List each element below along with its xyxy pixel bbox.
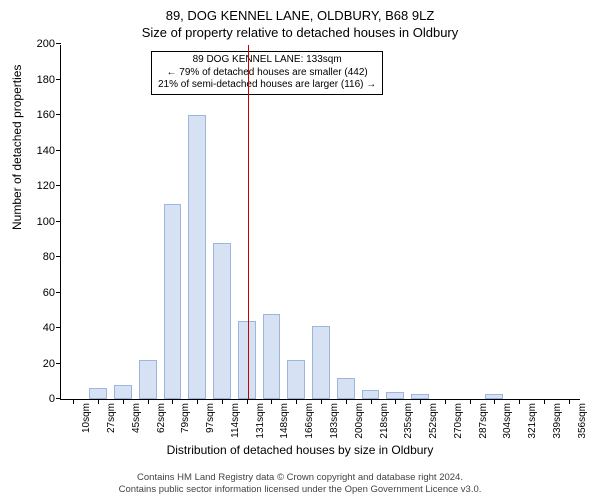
y-tick-label: 160 — [37, 109, 61, 121]
x-tick-label: 304sqm — [502, 403, 513, 439]
annotation-box: 89 DOG KENNEL LANE: 133sqm ← 79% of deta… — [151, 51, 383, 95]
histogram-bar — [312, 326, 330, 399]
x-tick-label: 62sqm — [156, 403, 167, 433]
x-tick-mark — [321, 399, 322, 404]
x-tick-label: 235sqm — [403, 403, 414, 439]
x-tick-label: 218sqm — [379, 403, 390, 439]
histogram-bar — [139, 360, 157, 399]
y-tick-mark — [56, 150, 61, 151]
histogram-bar — [238, 321, 256, 399]
y-tick-mark — [56, 43, 61, 44]
y-tick-mark — [56, 327, 61, 328]
x-tick-label: 114sqm — [230, 403, 241, 438]
annotation-line-3: 21% of semi-detached houses are larger (… — [158, 79, 376, 92]
y-tick-mark — [56, 256, 61, 257]
x-tick-mark — [494, 399, 495, 404]
annotation-line-2: ← 79% of detached houses are smaller (44… — [158, 67, 376, 80]
x-tick-mark — [470, 399, 471, 404]
y-tick-mark — [56, 114, 61, 115]
footer-line-1: Contains HM Land Registry data © Crown c… — [0, 472, 600, 484]
y-tick-label: 200 — [37, 38, 61, 50]
y-tick-label: 20 — [43, 358, 61, 370]
y-tick-label: 60 — [43, 287, 61, 299]
plot-area: 89 DOG KENNEL LANE: 133sqm ← 79% of deta… — [60, 45, 580, 400]
histogram-bar — [287, 360, 305, 399]
x-tick-label: 252sqm — [428, 403, 439, 439]
x-tick-mark — [395, 399, 396, 404]
x-axis-label: Distribution of detached houses by size … — [0, 443, 600, 457]
histogram-bar — [213, 243, 231, 399]
x-tick-label: 27sqm — [106, 403, 117, 433]
histogram-bar — [386, 392, 404, 399]
x-tick-mark — [73, 399, 74, 404]
x-tick-label: 10sqm — [81, 403, 92, 433]
histogram-bar — [114, 385, 132, 399]
y-tick-mark — [56, 79, 61, 80]
x-tick-mark — [247, 399, 248, 404]
x-tick-mark — [569, 399, 570, 404]
x-tick-label: 79sqm — [180, 403, 191, 433]
x-tick-label: 287sqm — [478, 403, 489, 439]
x-tick-mark — [123, 399, 124, 404]
chart-container: 89, DOG KENNEL LANE, OLDBURY, B68 9LZ Si… — [0, 0, 600, 500]
x-tick-label: 321sqm — [527, 403, 538, 439]
x-tick-label: 339sqm — [552, 403, 563, 439]
x-tick-mark — [148, 399, 149, 404]
y-tick-label: 40 — [43, 322, 61, 334]
histogram-bar — [263, 314, 281, 399]
annotation-line-1: 89 DOG KENNEL LANE: 133sqm — [158, 54, 376, 67]
x-tick-label: 183sqm — [329, 403, 340, 439]
x-tick-label: 148sqm — [279, 403, 290, 439]
y-tick-mark — [56, 292, 61, 293]
y-tick-label: 180 — [37, 74, 61, 86]
footer-line-2: Contains public sector information licen… — [0, 484, 600, 496]
histogram-bar — [164, 204, 182, 399]
y-tick-mark — [56, 363, 61, 364]
x-tick-label: 166sqm — [304, 403, 315, 439]
chart-title-sub: Size of property relative to detached ho… — [0, 25, 600, 40]
x-tick-mark — [197, 399, 198, 404]
x-tick-mark — [445, 399, 446, 404]
x-tick-label: 200sqm — [354, 403, 365, 439]
y-tick-label: 0 — [49, 393, 61, 405]
x-tick-mark — [371, 399, 372, 404]
x-tick-mark — [271, 399, 272, 404]
x-tick-label: 356sqm — [577, 403, 588, 439]
histogram-bar — [362, 390, 380, 399]
x-tick-mark — [544, 399, 545, 404]
x-tick-label: 131sqm — [255, 403, 266, 439]
reference-line — [248, 45, 249, 399]
x-tick-label: 270sqm — [453, 403, 464, 439]
y-tick-mark — [56, 221, 61, 222]
x-tick-label: 45sqm — [131, 403, 142, 433]
chart-title-main: 89, DOG KENNEL LANE, OLDBURY, B68 9LZ — [0, 8, 600, 23]
histogram-bar — [89, 388, 107, 399]
footer-attribution: Contains HM Land Registry data © Crown c… — [0, 472, 600, 496]
x-tick-mark — [346, 399, 347, 404]
x-tick-mark — [519, 399, 520, 404]
y-tick-label: 100 — [37, 216, 61, 228]
y-tick-mark — [56, 398, 61, 399]
x-tick-mark — [98, 399, 99, 404]
histogram-bar — [188, 115, 206, 399]
y-axis-label: Number of detached properties — [10, 65, 24, 230]
y-tick-label: 80 — [43, 251, 61, 263]
x-tick-label: 97sqm — [205, 403, 216, 433]
histogram-bar — [337, 378, 355, 399]
y-tick-label: 120 — [37, 180, 61, 192]
y-tick-mark — [56, 185, 61, 186]
x-tick-mark — [420, 399, 421, 404]
y-tick-label: 140 — [37, 145, 61, 157]
x-tick-mark — [172, 399, 173, 404]
x-tick-mark — [296, 399, 297, 404]
x-tick-mark — [222, 399, 223, 404]
